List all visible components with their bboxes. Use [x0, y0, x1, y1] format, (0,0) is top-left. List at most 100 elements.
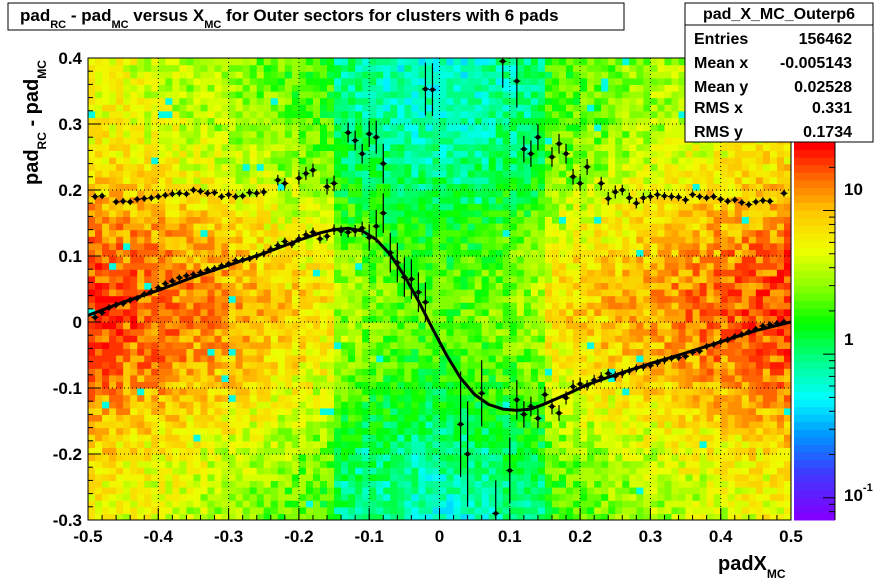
heatmap-bin — [355, 163, 363, 171]
heatmap-bin — [305, 473, 314, 481]
heatmap-bin — [502, 355, 511, 363]
heatmap-bin — [516, 137, 525, 145]
heatmap-bin — [228, 335, 237, 343]
heatmap-bin — [376, 401, 384, 409]
heatmap-bin — [523, 104, 532, 112]
heatmap-bin — [158, 467, 166, 475]
heatmap-bin — [397, 361, 405, 369]
heatmap-bin — [298, 421, 307, 429]
heatmap-bin — [200, 289, 209, 297]
heatmap-bin — [88, 460, 96, 468]
heatmap-bin — [488, 454, 497, 462]
heatmap-bin — [256, 315, 265, 323]
heatmap-bin — [165, 454, 173, 462]
heatmap-bin — [530, 460, 539, 468]
heatmap-bin — [305, 84, 314, 92]
heatmap-bin — [460, 328, 469, 336]
heatmap-bin — [439, 216, 448, 224]
heatmap-bin — [460, 117, 469, 125]
heatmap-bin — [355, 368, 363, 376]
heatmap-bin — [102, 229, 110, 237]
heatmap-bin — [109, 183, 117, 191]
heatmap-bin — [580, 58, 588, 66]
heatmap-bin — [551, 355, 560, 363]
heatmap-bin — [411, 493, 420, 501]
heatmap-bin — [158, 223, 166, 231]
heatmap-bin — [327, 473, 335, 481]
heatmap-bin — [523, 249, 532, 257]
heatmap-bin — [214, 71, 223, 79]
heatmap-bin — [277, 401, 286, 409]
heatmap-bin — [256, 91, 265, 99]
heatmap-bin — [312, 388, 321, 396]
heatmap-bin — [376, 487, 384, 495]
heatmap-bin — [425, 104, 434, 112]
heatmap-bin — [397, 97, 405, 105]
heatmap-bin — [284, 183, 293, 191]
heatmap-bin — [362, 275, 370, 283]
heatmap-bin — [516, 282, 525, 290]
heatmap-bin — [312, 124, 321, 132]
heatmap-bin — [186, 308, 195, 316]
heatmap-bin — [390, 355, 398, 363]
heatmap-bin — [376, 143, 384, 151]
heatmap-bin — [123, 355, 131, 363]
heatmap-bin — [102, 328, 110, 336]
heatmap-bin — [319, 275, 328, 283]
heatmap-bin — [404, 282, 412, 290]
heatmap-bin — [228, 242, 237, 250]
heatmap-bin — [242, 58, 251, 66]
heatmap-bin — [369, 183, 377, 191]
heatmap-bin — [397, 223, 405, 231]
heatmap-bin — [193, 282, 202, 290]
heatmap-bin — [249, 124, 258, 132]
heatmap-bin — [383, 487, 391, 495]
heatmap-bin — [467, 203, 476, 211]
heatmap-bin — [165, 289, 173, 297]
heatmap-bin — [144, 249, 152, 257]
heatmap-bin — [467, 170, 476, 178]
heatmap-bin — [158, 315, 166, 323]
heatmap-bin — [362, 249, 370, 257]
heatmap-bin — [446, 401, 455, 409]
heatmap-bin — [537, 223, 546, 231]
heatmap-bin — [249, 322, 258, 330]
heatmap-bin — [467, 262, 476, 270]
heatmap-bin — [165, 473, 173, 481]
heatmap-bin — [228, 355, 237, 363]
heatmap-bin — [404, 440, 412, 448]
heatmap-bin — [186, 196, 195, 204]
heatmap-bin — [418, 236, 427, 244]
heatmap-bin — [467, 473, 476, 481]
heatmap-bin — [573, 322, 581, 330]
heatmap-bin — [256, 110, 265, 118]
heatmap-bin — [439, 84, 448, 92]
heatmap-bin — [355, 117, 363, 125]
heatmap-bin — [348, 196, 356, 204]
heatmap-bin — [277, 249, 286, 257]
heatmap-bin — [509, 308, 518, 316]
heatmap-bin — [355, 282, 363, 290]
heatmap-bin — [88, 355, 96, 363]
heatmap-bin — [263, 500, 272, 508]
heatmap-bin — [116, 440, 124, 448]
heatmap-bin — [256, 77, 265, 85]
heatmap-bin — [327, 289, 335, 297]
heatmap-bin — [249, 71, 258, 79]
heatmap-bin — [109, 143, 117, 151]
heatmap-bin — [137, 124, 145, 132]
heatmap-bin — [369, 256, 377, 264]
heatmap-bin — [467, 493, 476, 501]
heatmap-bin — [179, 374, 188, 382]
heatmap-bin — [467, 302, 476, 310]
heatmap-bin — [179, 229, 188, 237]
heatmap-bin — [200, 97, 209, 105]
heatmap-bin — [397, 295, 405, 303]
heatmap-bin — [312, 361, 321, 369]
heatmap-bin — [291, 315, 300, 323]
heatmap-bin — [88, 242, 96, 250]
heatmap-bin — [123, 368, 131, 376]
heatmap-bin — [362, 322, 370, 330]
heatmap-bin — [109, 368, 117, 376]
heatmap-bin — [165, 97, 173, 105]
